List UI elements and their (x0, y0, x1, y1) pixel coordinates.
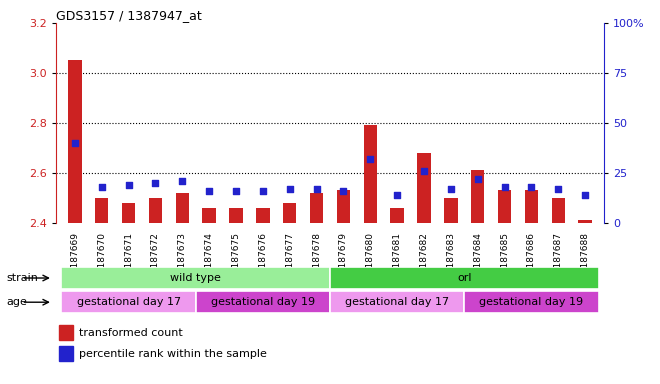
Point (123, 182, 134, 188)
Bar (471, 170, 484, 223)
Point (499, 184, 510, 190)
Bar (203, 208, 216, 223)
Text: gestational day 17: gestational day 17 (345, 297, 449, 307)
Text: strain: strain (7, 273, 38, 283)
Point (418, 168, 429, 174)
Point (473, 176, 483, 182)
Bar (148, 198, 162, 223)
Text: wild type: wild type (170, 273, 221, 283)
Point (365, 156, 376, 162)
Text: transformed count: transformed count (79, 328, 183, 338)
Text: age: age (7, 297, 28, 307)
Bar (337, 190, 350, 223)
Bar (256, 208, 269, 223)
Bar (59, 346, 73, 361)
Point (96, 184, 107, 190)
Point (553, 186, 564, 192)
Point (580, 192, 591, 198)
Point (284, 186, 295, 192)
Point (526, 184, 537, 190)
Bar (196, 291, 330, 313)
Bar (61, 267, 330, 289)
Point (69, 140, 80, 146)
Point (177, 178, 187, 184)
Bar (330, 267, 599, 289)
Bar (176, 193, 189, 223)
Point (204, 188, 214, 194)
Text: gestational day 19: gestational day 19 (479, 297, 583, 307)
Bar (330, 291, 464, 313)
Bar (578, 220, 592, 223)
Point (392, 192, 403, 198)
Bar (364, 125, 377, 223)
Bar (122, 203, 135, 223)
Text: percentile rank within the sample: percentile rank within the sample (79, 349, 267, 359)
Bar (498, 190, 512, 223)
Bar (417, 153, 431, 223)
Text: gestational day 19: gestational day 19 (211, 297, 315, 307)
Point (312, 186, 322, 192)
Bar (59, 325, 73, 340)
Bar (310, 193, 323, 223)
Point (338, 188, 348, 194)
Bar (61, 291, 196, 313)
Point (231, 188, 242, 194)
Point (257, 188, 268, 194)
Bar (391, 208, 404, 223)
Bar (283, 203, 296, 223)
Bar (525, 190, 538, 223)
Bar (95, 198, 108, 223)
Text: gestational day 17: gestational day 17 (77, 297, 181, 307)
Text: orl: orl (457, 273, 471, 283)
Bar (444, 198, 457, 223)
Bar (229, 208, 243, 223)
Point (150, 180, 161, 186)
Point (446, 186, 456, 192)
Bar (552, 198, 565, 223)
Text: GDS3157 / 1387947_at: GDS3157 / 1387947_at (56, 9, 202, 22)
Bar (68, 61, 82, 223)
Bar (464, 291, 599, 313)
